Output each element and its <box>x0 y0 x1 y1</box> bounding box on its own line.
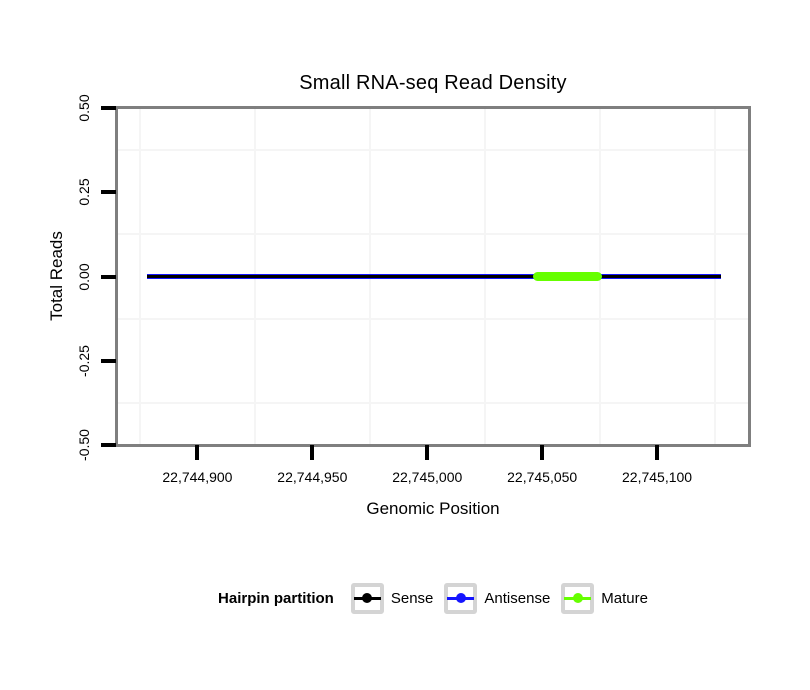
chart-title: Small RNA-seq Read Density <box>299 72 567 94</box>
legend-key-dot-icon <box>362 593 373 603</box>
minor-gridline-horizontal <box>117 317 749 320</box>
legend-item-antisense: Antisense <box>444 582 551 614</box>
legend: Hairpin partition Sense Antisense Mature <box>117 582 749 614</box>
x-tick <box>540 445 545 460</box>
y-tick <box>101 274 116 279</box>
y-tick-label: 0.25 <box>76 178 92 206</box>
legend-key-box <box>561 582 595 614</box>
y-tick-label: -0.25 <box>76 344 92 377</box>
x-tick-label: 22,745,100 <box>622 469 693 485</box>
y-tick-label: 0.00 <box>76 262 92 291</box>
x-axis-title: Genomic Position <box>366 499 500 518</box>
legend-item-mature: Mature <box>561 582 648 614</box>
x-tick <box>310 445 315 460</box>
y-tick <box>101 443 116 447</box>
legend-key-box <box>350 582 384 614</box>
y-tick <box>101 106 116 110</box>
series-line-sense <box>146 275 722 278</box>
legend-item-sense: Sense <box>350 582 434 614</box>
x-tick <box>425 445 430 460</box>
legend-item-label: Antisense <box>484 589 551 607</box>
series-line-mature <box>532 272 602 281</box>
y-tick <box>101 190 116 195</box>
x-tick-label: 22,745,050 <box>507 469 578 485</box>
legend-key-dot-icon <box>455 593 466 603</box>
minor-gridline-horizontal <box>117 149 749 152</box>
minor-gridline-horizontal <box>117 233 749 236</box>
x-tick-label: 22,744,900 <box>162 469 233 485</box>
x-tick <box>655 445 660 460</box>
minor-gridline-vertical <box>138 108 141 445</box>
y-axis-title: Total Reads <box>47 231 66 321</box>
legend-item-label: Mature <box>601 589 648 607</box>
legend-key-box <box>444 582 478 614</box>
x-tick <box>195 445 200 460</box>
x-tick-label: 22,744,950 <box>277 469 348 485</box>
y-tick <box>101 358 116 363</box>
y-tick-label: -0.50 <box>76 429 92 461</box>
minor-gridline-horizontal <box>117 401 749 404</box>
y-tick-label: 0.50 <box>76 94 92 122</box>
legend-key-dot-icon <box>572 593 583 603</box>
legend-item-label: Sense <box>390 589 434 607</box>
plot-panel <box>115 106 751 447</box>
legend-title: Hairpin partition <box>218 589 334 607</box>
x-tick-label: 22,745,000 <box>392 469 463 485</box>
